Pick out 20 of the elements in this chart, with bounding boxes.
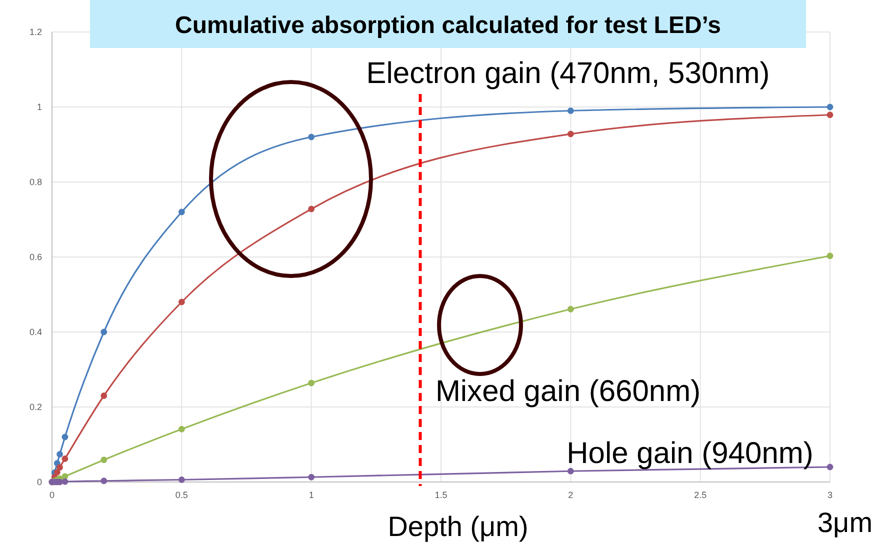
x-tick-label: 2 — [568, 490, 574, 500]
x-tick-label: 0.5 — [175, 490, 188, 500]
x-tick-label: 1 — [308, 490, 314, 500]
annotation: Electron gain (470nm, 530nm) — [366, 57, 770, 90]
x-tick-label: 1.5 — [434, 490, 448, 500]
text: 3μm — [817, 507, 873, 538]
annotation: Mixed gain (660nm) — [435, 375, 701, 408]
x-axis-title: Depth (μm) — [388, 511, 528, 542]
y-tick-label: 0.4 — [29, 327, 42, 337]
y-tick-label: 1 — [36, 102, 42, 112]
x-tick-label: 2.5 — [694, 490, 707, 500]
chart-title: Cumulative absorption calculated for test LED’s — [175, 12, 721, 39]
y-tick-label: 0 — [36, 477, 42, 487]
y-tick-label: 0.6 — [29, 252, 42, 262]
y-tick-label: 0.8 — [29, 177, 42, 187]
annotation: Hole gain (940nm) — [566, 437, 814, 470]
y-tick-label: 1.2 — [29, 27, 42, 37]
x-tick-label: 3 — [827, 490, 833, 500]
x-tick-label: 0 — [49, 490, 55, 500]
y-tick-label: 0.2 — [29, 402, 42, 412]
